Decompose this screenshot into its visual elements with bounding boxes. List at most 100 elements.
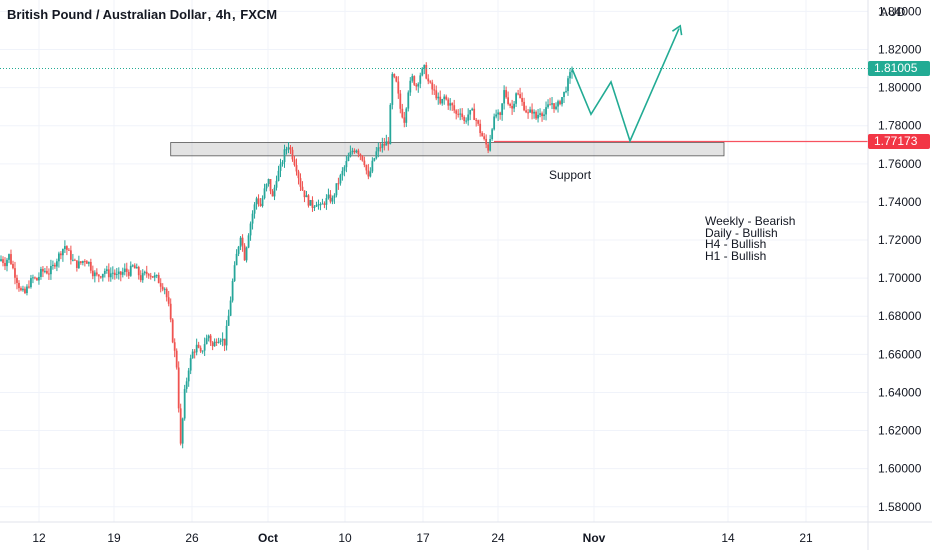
candle-body <box>323 203 326 205</box>
candle-body <box>375 151 378 159</box>
candle-body <box>359 153 362 156</box>
candle-body <box>83 261 86 263</box>
candle-body <box>203 344 206 351</box>
y-tick-label: 1.66000 <box>878 347 922 361</box>
candle-body <box>219 340 222 342</box>
candle-body <box>225 325 228 346</box>
candle-body <box>541 113 543 117</box>
candle-body <box>471 108 474 111</box>
bias-notes: Weekly - Bearish Daily - Bullish H4 - Bu… <box>705 215 795 263</box>
candle-body <box>48 273 50 275</box>
candle-body <box>99 276 102 278</box>
candle-body <box>459 113 462 115</box>
bias-note-h4: H4 - Bullish <box>705 237 767 252</box>
candle-body <box>441 99 444 104</box>
candle-body <box>4 262 6 267</box>
candle-body <box>255 198 258 205</box>
x-tick-label: 24 <box>491 531 505 545</box>
candle-body <box>345 160 348 168</box>
candle-body <box>561 97 563 105</box>
candle-body <box>209 335 212 343</box>
candle-body <box>497 112 500 115</box>
candle-body <box>325 198 328 205</box>
candle-body <box>143 271 146 274</box>
candle-body <box>12 263 14 269</box>
candle-body <box>127 271 130 276</box>
candle-body <box>547 104 549 108</box>
candle-body <box>439 96 442 104</box>
candle-body <box>231 280 234 301</box>
candle-body <box>409 80 412 93</box>
candle-body <box>201 350 204 352</box>
candle-body <box>327 194 330 199</box>
candle-body <box>383 143 386 146</box>
candle-body <box>467 114 470 121</box>
candle-body <box>61 249 64 256</box>
x-tick-label: 19 <box>107 531 121 545</box>
candle-body <box>185 381 188 389</box>
candle-body <box>71 259 74 261</box>
candle-body <box>207 335 210 339</box>
candle-body <box>95 272 98 275</box>
candle-body <box>269 179 272 192</box>
x-tick-label: 21 <box>799 531 813 545</box>
y-tick-label: 1.80000 <box>878 81 922 95</box>
support-zone-layer <box>170 142 725 157</box>
candle-body <box>249 223 252 236</box>
candle-body <box>405 108 408 123</box>
candle-body <box>529 109 531 113</box>
candle-body <box>537 114 539 119</box>
candle-body <box>261 198 264 207</box>
candle-body <box>557 101 559 107</box>
candle-body <box>349 152 352 157</box>
candle-body <box>281 162 284 165</box>
candle-body <box>461 113 464 117</box>
candle-body <box>489 139 492 151</box>
candle-body <box>417 83 420 87</box>
candle-body <box>28 286 30 288</box>
candle-body <box>433 89 436 91</box>
candle-body <box>437 96 440 99</box>
axis-currency-label[interactable]: AUD <box>880 5 906 19</box>
candle-body <box>181 418 184 444</box>
candle-body <box>65 246 68 250</box>
candle-body <box>319 204 322 206</box>
candle-body <box>305 195 308 198</box>
candle-body <box>411 76 414 81</box>
candle-body <box>321 203 324 205</box>
candle-body <box>229 300 232 316</box>
y-tick-label: 1.74000 <box>878 195 922 209</box>
candle-body <box>381 143 384 148</box>
timeframe[interactable]: 4h <box>215 7 232 22</box>
symbol-name: British Pound / Australian Dollar <box>7 7 207 22</box>
candle-body <box>109 273 112 278</box>
candle-body <box>16 277 18 283</box>
candle-body <box>157 275 160 284</box>
candle-body <box>473 108 476 120</box>
candle-body <box>121 272 124 275</box>
candle-body <box>267 179 270 185</box>
candle-body <box>175 350 178 368</box>
candle-body <box>465 120 468 122</box>
candle-body <box>363 160 366 166</box>
candle-body <box>445 96 448 100</box>
candle-body <box>507 97 510 105</box>
candle-body <box>295 165 298 172</box>
candle-body <box>485 138 488 145</box>
candle-body <box>509 104 512 106</box>
candle-body <box>569 72 571 79</box>
candle-body <box>139 275 142 281</box>
candle-body <box>377 147 380 152</box>
candle-body <box>105 269 108 271</box>
candle-body <box>481 133 484 137</box>
candle-body <box>237 246 240 254</box>
candle-body <box>0 259 2 261</box>
candle-body <box>30 278 32 288</box>
candle-body <box>107 269 110 278</box>
current-price-tag: 1.81005 <box>868 60 930 76</box>
candle-body <box>463 116 466 121</box>
candle-body <box>347 156 350 161</box>
candle-body <box>165 288 168 298</box>
candle-body <box>10 254 12 264</box>
